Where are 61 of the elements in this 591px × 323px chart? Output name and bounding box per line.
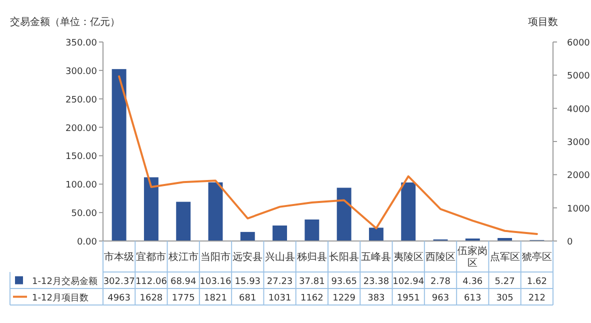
y2-tick-label: 3000 [567, 138, 590, 148]
data-label: 1229 [332, 293, 356, 304]
data-label: 15.93 [234, 276, 261, 287]
x-tick-label: 点军区 [490, 251, 520, 263]
data-label: 1.62 [526, 276, 547, 287]
y2-tick-label: 1000 [567, 204, 590, 214]
y2-tick-label: 4000 [567, 104, 590, 115]
x-tick-label: 西陵区 [426, 251, 456, 263]
data-label: 212 [528, 293, 546, 304]
y-tick-label: 300.00 [66, 66, 98, 77]
y-tick-label: 350.00 [66, 38, 98, 48]
y2-axis-title: 项目数 [528, 17, 558, 28]
data-label: 2.78 [430, 276, 451, 287]
y-axis-title: 交易金额（单位：亿元） [10, 16, 120, 28]
x-tick-label: 五峰县 [361, 251, 392, 263]
data-label: 1162 [300, 293, 324, 304]
x-tick-label: 秭归县 [296, 251, 327, 263]
x-tick-label: 兴山县 [264, 251, 295, 263]
legend-label: 1-12月项目数 [32, 292, 88, 304]
data-label: 37.81 [299, 276, 325, 287]
x-tick-label: 猇亭区 [522, 251, 552, 263]
data-label: 102.94 [392, 276, 424, 287]
x-tick-label: 伍家岗区 [458, 245, 488, 269]
y-tick-label: 100.00 [66, 180, 98, 191]
data-label: 1775 [172, 293, 195, 304]
data-label: 68.94 [170, 276, 197, 287]
x-tick-label: 市本级 [104, 251, 134, 263]
x-tick-label: 远安县 [232, 251, 263, 263]
data-label: 93.65 [331, 276, 357, 287]
data-label: 383 [368, 293, 385, 304]
data-label: 4.36 [462, 276, 483, 287]
data-label: 4963 [108, 293, 131, 304]
x-tick-label: 夷陵区 [393, 251, 424, 263]
x-tick-label: 宜都市 [136, 251, 166, 263]
data-label: 613 [464, 293, 482, 304]
data-label: 1031 [268, 293, 292, 304]
y2-tick-label: 6000 [567, 38, 590, 48]
y-tick-label: 0.00 [76, 238, 98, 248]
x-tick-label: 枝江市 [167, 251, 198, 263]
x-tick-label: 当阳市 [200, 251, 230, 263]
data-label: 1821 [204, 293, 227, 304]
y-tick-label: 150.00 [66, 152, 98, 162]
data-label: 681 [239, 293, 256, 304]
y-tick-label: 250.00 [66, 95, 98, 106]
y2-tick-label: 5000 [567, 72, 590, 82]
x-tick-label: 长阳县 [329, 251, 360, 263]
data-label: 103.16 [200, 276, 232, 287]
data-label: 963 [432, 293, 450, 304]
data-label: 302.37 [103, 276, 135, 287]
data-label: 23.38 [363, 276, 390, 287]
data-label: 305 [496, 293, 514, 304]
y2-tick-label: 2000 [567, 171, 590, 182]
data-label: 27.23 [266, 276, 293, 287]
data-label: 1951 [396, 293, 420, 304]
y2-tick-label: 0 [567, 238, 573, 248]
legend-label: 1-12月交易金额 [32, 276, 98, 287]
y-tick-label: 50.00 [71, 209, 98, 220]
data-label: 112.06 [135, 276, 168, 287]
data-label: 5.27 [494, 276, 515, 287]
data-label: 1628 [140, 293, 163, 304]
y-tick-label: 200.00 [66, 124, 98, 134]
